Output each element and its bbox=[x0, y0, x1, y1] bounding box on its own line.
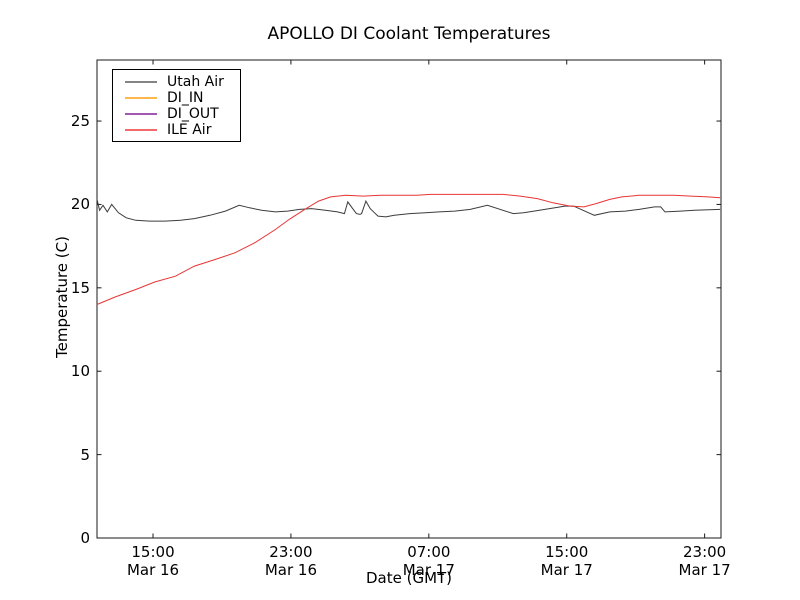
legend-line-sample-utah-air bbox=[125, 81, 157, 83]
y-tick-label: 15 bbox=[70, 278, 90, 297]
chart-title: APOLLO DI Coolant Temperatures bbox=[267, 24, 551, 44]
x-tick-label: 23:00 Mar 16 bbox=[264, 543, 317, 579]
series-utah-air-line bbox=[96, 199, 721, 222]
legend-line-sample-di-out bbox=[125, 113, 157, 115]
legend-item-utah-air: Utah Air bbox=[113, 74, 240, 90]
legend-item-di-out: DI_OUT bbox=[113, 106, 240, 122]
legend-item-ile-air: ILE Air bbox=[113, 122, 240, 138]
y-tick-label: 5 bbox=[80, 445, 90, 464]
legend-label: DI_OUT bbox=[167, 106, 219, 122]
axes-frame bbox=[96, 59, 722, 539]
y-tick-label: 0 bbox=[80, 529, 90, 547]
x-axis-label: Date (GMT) bbox=[365, 569, 453, 587]
legend-label: DI_IN bbox=[167, 90, 204, 106]
legend-label: ILE Air bbox=[167, 122, 212, 138]
x-tick-label: 15:00 Mar 16 bbox=[126, 543, 180, 579]
y-tick-label: 10 bbox=[70, 362, 90, 381]
x-tick-label: 23:00 Mar 17 bbox=[678, 543, 731, 579]
series-ile-air-line bbox=[96, 193, 721, 305]
legend-line-sample-ile-air bbox=[125, 129, 157, 131]
legend-label: Utah Air bbox=[167, 74, 224, 90]
legend-line-sample-di-in bbox=[125, 97, 157, 99]
x-tick-label: 07:00 Mar 17 bbox=[402, 543, 455, 579]
y-tick-label: 20 bbox=[70, 195, 90, 214]
legend-item-di-in: DI_IN bbox=[113, 90, 240, 106]
legend: Utah Air DI_IN DI_OUT ILE Air bbox=[112, 69, 241, 142]
x-tick-label: 15:00 Mar 17 bbox=[540, 543, 593, 579]
y-tick-label: 25 bbox=[70, 112, 90, 131]
